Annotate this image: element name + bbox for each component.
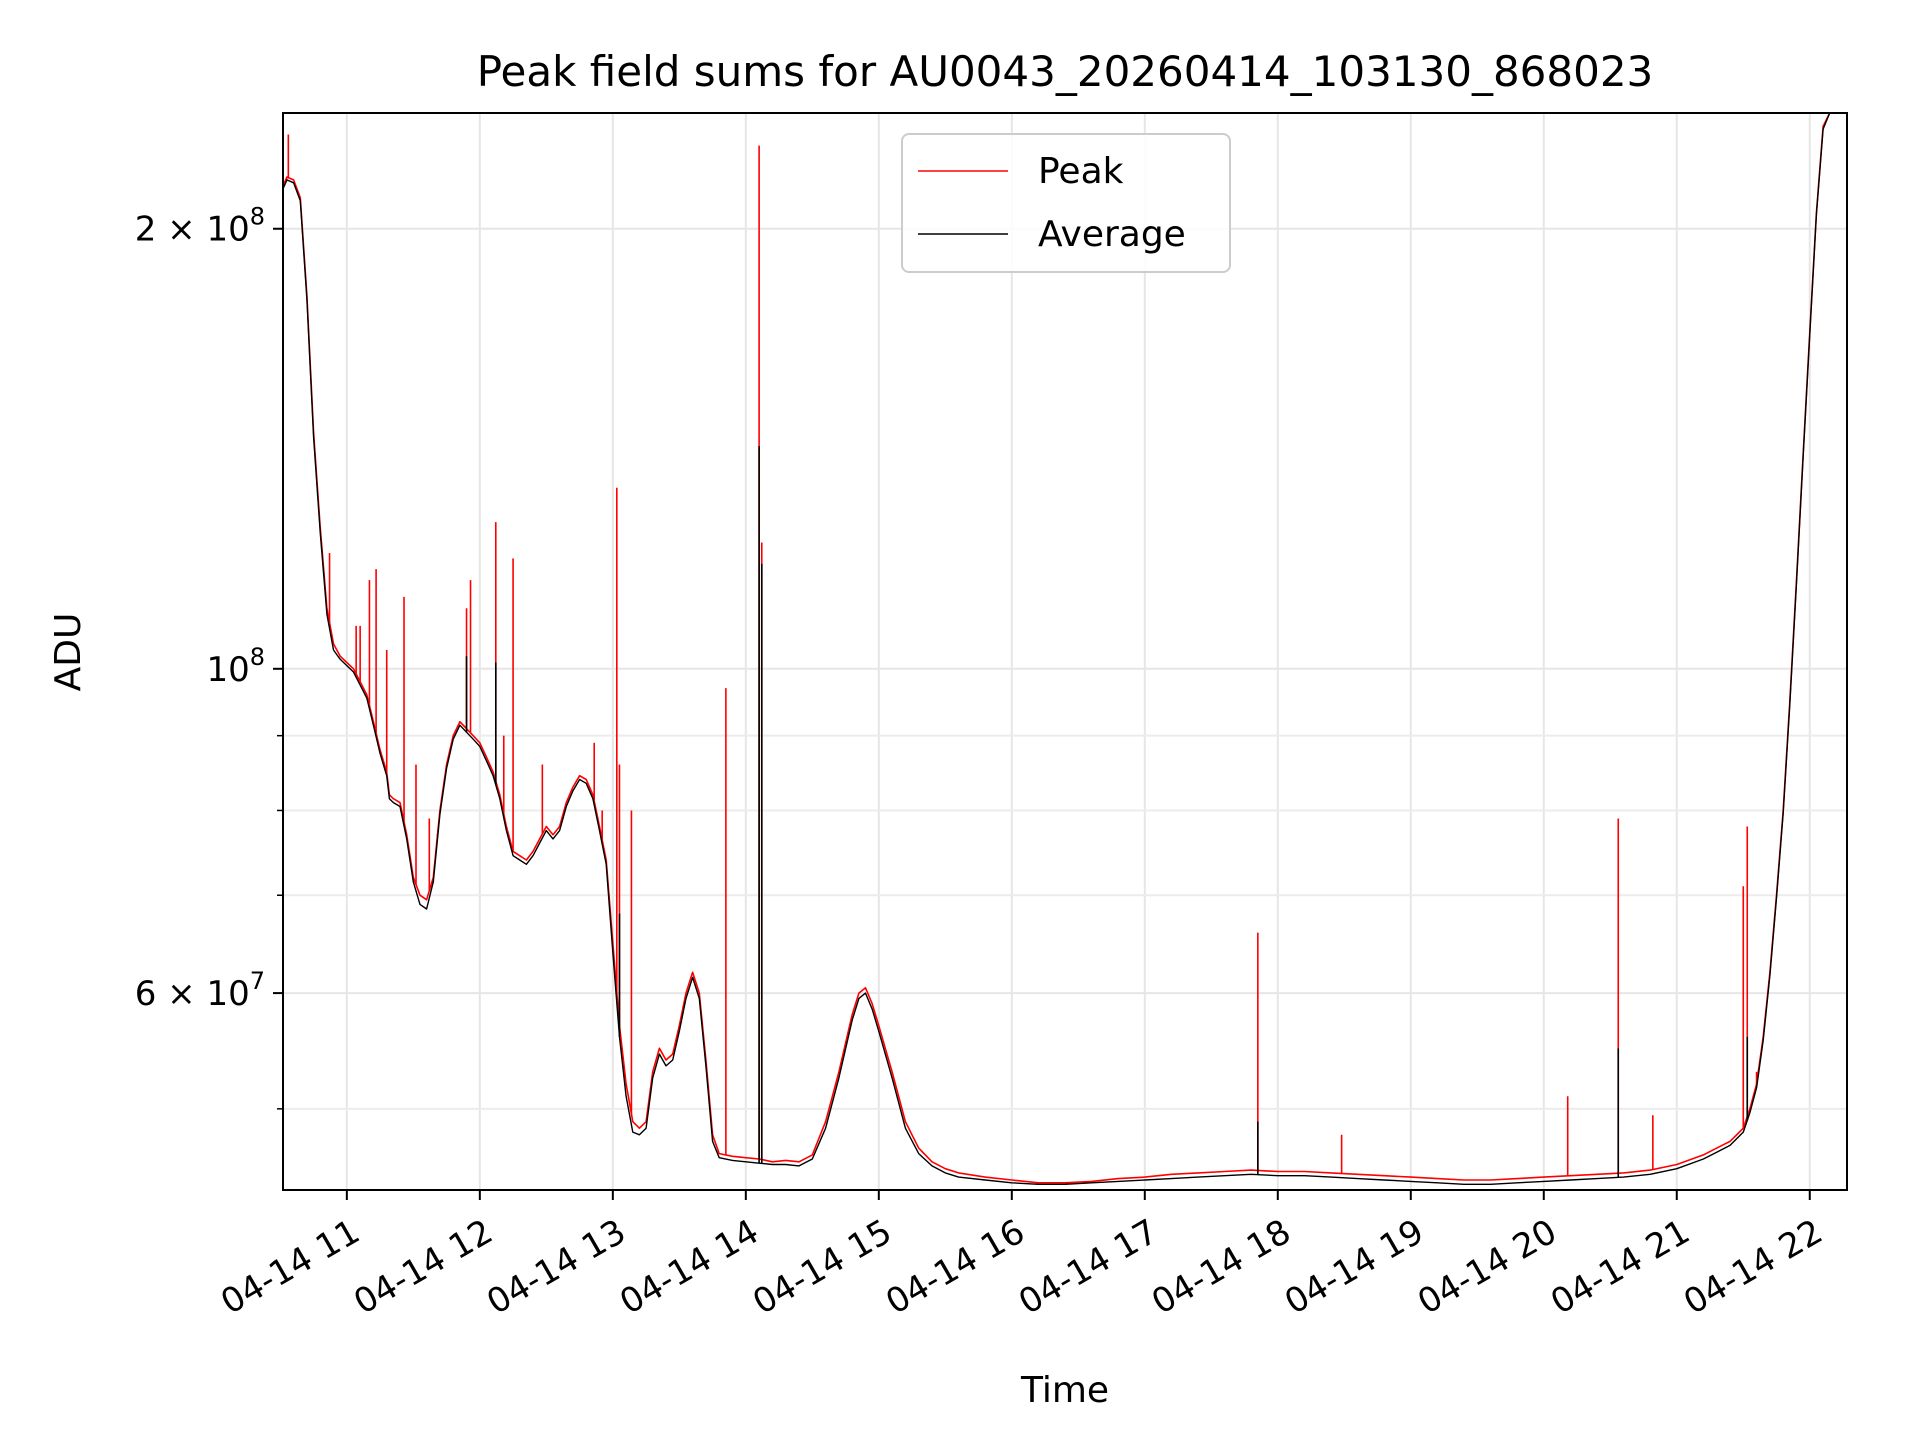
y-tick-label: 6 × 107 <box>135 967 265 1014</box>
series-layer <box>283 113 1847 1186</box>
legend: Peak Average <box>901 133 1231 273</box>
plot-frame <box>282 112 1848 1191</box>
legend-peak-label: Peak <box>1038 151 1124 192</box>
y-tick-label: 108 <box>206 643 265 690</box>
y-tick-base: 6 × 10 <box>135 974 250 1014</box>
y-tick-exponent: 8 <box>250 203 265 231</box>
y-tick-base: 2 × 10 <box>135 210 250 250</box>
chart-title: Peak field sums for AU0043_20260414_1031… <box>477 47 1654 96</box>
y-tick-base: 10 <box>206 650 249 690</box>
legend-average-label: Average <box>1038 214 1186 255</box>
y-tick-exponent: 8 <box>250 643 265 671</box>
x-axis-label: Time <box>1020 1370 1109 1411</box>
y-tick-exponent: 7 <box>250 967 265 995</box>
average-series-line <box>283 113 1847 1186</box>
legend-box <box>901 133 1231 273</box>
y-tick-label: 2 × 108 <box>135 203 265 250</box>
grid <box>283 113 1847 1190</box>
peak-series-line <box>283 113 1847 1184</box>
y-axis-label: ADU <box>48 613 89 692</box>
